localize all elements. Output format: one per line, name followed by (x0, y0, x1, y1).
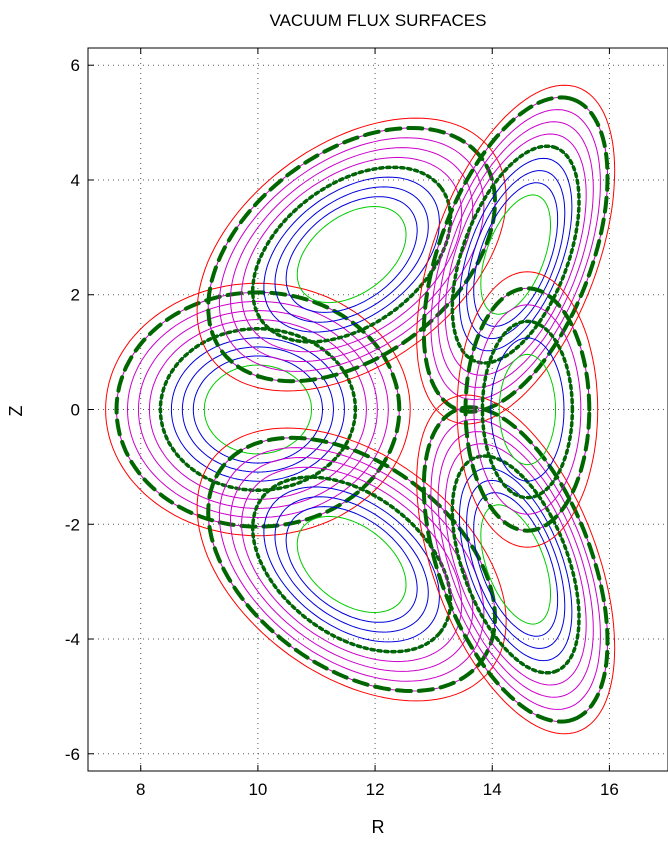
flux-surface (181, 346, 334, 473)
dashed-marker-surface (463, 286, 592, 533)
flux-lobe-left (105, 282, 411, 537)
x-tick-label: 10 (248, 780, 267, 799)
y-tick-label: 2 (71, 286, 80, 305)
flux-surface (444, 443, 587, 686)
flux-surface (490, 337, 565, 482)
flux-surface (459, 157, 573, 352)
flux-surface (263, 176, 440, 333)
dashed-marker-surface (480, 319, 575, 500)
y-tick-label: 0 (71, 401, 80, 420)
dashed-marker-surface (206, 125, 498, 384)
dashed-marker-surface (250, 165, 453, 344)
dashed-marker-surface (450, 454, 581, 675)
flux-surface (274, 186, 429, 323)
y-tick-label: -4 (65, 630, 80, 649)
flux-surface (473, 182, 559, 327)
y-tick-label: -6 (65, 745, 80, 764)
x-tick-label: 14 (483, 780, 502, 799)
flux-surface (196, 427, 507, 702)
y-axis-label: Z (6, 406, 26, 417)
chart-title: VACUUM FLUX SURFACES (270, 11, 487, 30)
flux-surface (241, 466, 463, 663)
flux-surface (105, 282, 411, 537)
flux-surface (473, 492, 559, 637)
dashed-marker-surface (250, 475, 453, 654)
flux-surface (480, 194, 551, 315)
flux-surface (218, 137, 485, 372)
flux-surface (192, 355, 323, 464)
y-tick-label: 4 (71, 171, 80, 190)
flux-surface (196, 117, 507, 392)
flux-surface (296, 205, 407, 304)
flux-surface (285, 196, 418, 313)
flux-surface (466, 170, 566, 340)
dashed-marker-surface (114, 290, 402, 529)
flux-surface (218, 447, 485, 682)
flux-surface (241, 156, 463, 353)
flux-surface (459, 467, 573, 662)
flux-surface (480, 504, 551, 625)
flux-surface (473, 304, 582, 515)
dashed-marker-surface (206, 435, 498, 694)
flux-lobe-lower-right (416, 394, 616, 735)
dashed-marker-surface (421, 95, 610, 414)
x-tick-label: 16 (600, 780, 619, 799)
flux-surface (229, 456, 474, 672)
flux-surface (126, 300, 389, 519)
flux-lobe-lower-middle (196, 427, 507, 702)
flux-surface (170, 337, 345, 482)
flux-lobe-upper-middle (196, 117, 507, 392)
y-tick-label: -2 (65, 515, 80, 534)
flux-surface (498, 353, 556, 466)
flux-surface (456, 271, 599, 548)
flux-surface (444, 133, 587, 376)
dashed-marker-surface (421, 405, 610, 724)
flux-lobe-right-inner (456, 271, 599, 548)
flux-surface (416, 84, 616, 425)
flux-surface (274, 496, 429, 633)
flux-surface (430, 109, 601, 401)
flux-surface (416, 394, 616, 735)
flux-surface (296, 515, 407, 614)
flux-surface (430, 418, 601, 710)
dashed-marker-surface (450, 144, 581, 365)
flux-surface (466, 479, 566, 649)
x-tick-label: 8 (136, 780, 145, 799)
x-tick-label: 12 (366, 780, 385, 799)
y-tick-label: 6 (71, 56, 80, 75)
flux-surface (229, 147, 474, 363)
dashed-marker-surface (158, 326, 358, 493)
flux-surface (263, 486, 440, 643)
flux-surface (137, 309, 378, 510)
x-axis-label: R (372, 817, 385, 837)
flux-surfaces (105, 84, 616, 735)
axis-ticks: 8 10 12 14 16 -6 -4 -2 0 2 4 6 (65, 48, 619, 799)
flux-surface (285, 506, 418, 623)
